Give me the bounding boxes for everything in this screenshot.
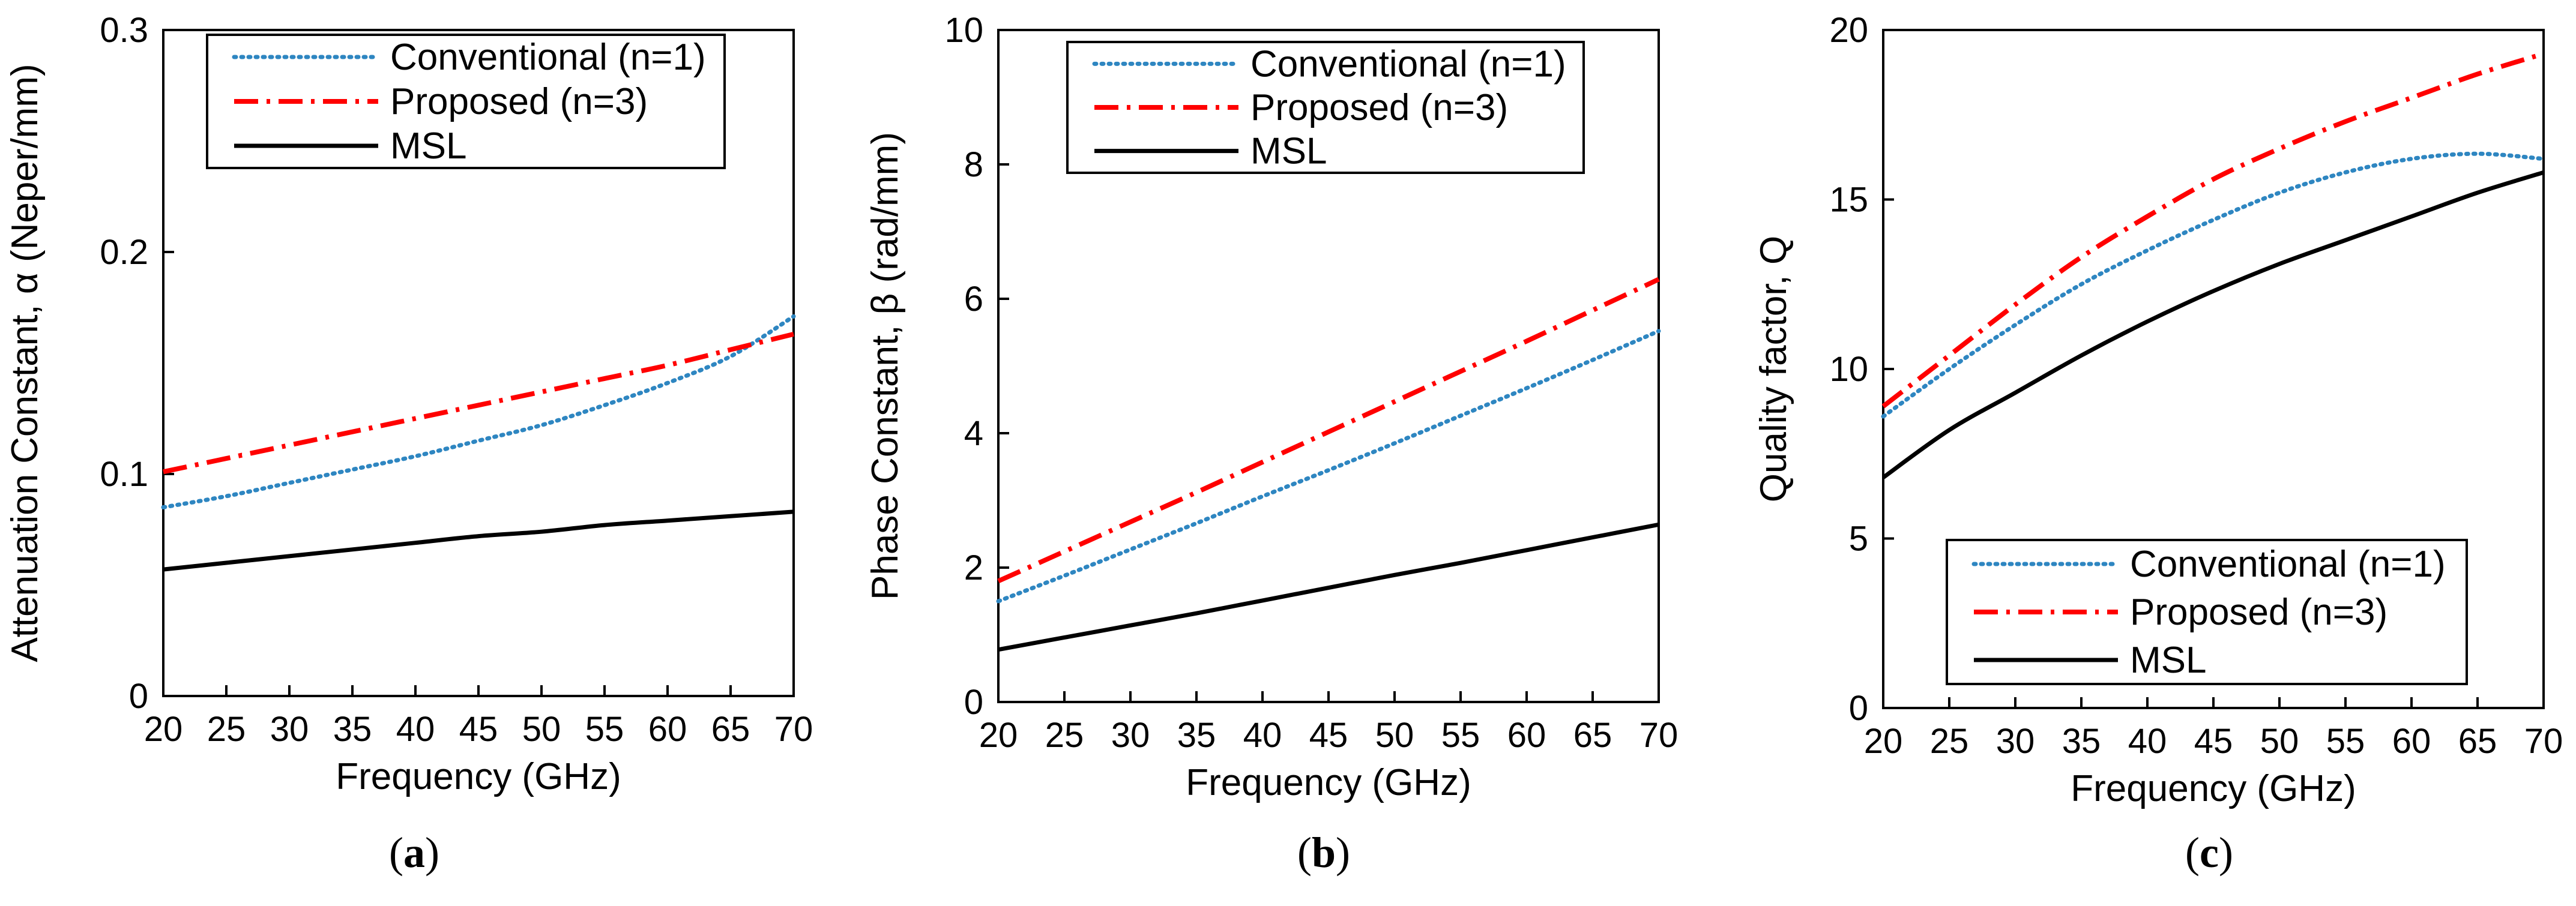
legend-label-3: MSL [1250, 131, 1327, 172]
x-tick-label: 45 [2194, 722, 2233, 761]
y-tick-label: 0 [129, 677, 148, 716]
legend-label-2: Proposed (n=3) [1250, 87, 1508, 128]
panel-caption: (c) [2185, 829, 2233, 877]
y-axis-label: Quality factor, Q [1753, 236, 1794, 503]
caption-letter: b [1312, 829, 1336, 877]
y-tick-label: 0.2 [100, 233, 148, 272]
caption-letter: c [2200, 829, 2219, 877]
y-tick-label: 5 [1849, 520, 1868, 559]
y-tick-label: 4 [964, 414, 983, 453]
x-tick-label: 55 [1441, 716, 1480, 755]
series-line-1 [161, 314, 796, 509]
legend: Conventional (n=1)Proposed (n=3)MSL [1066, 41, 1585, 174]
x-tick-label: 35 [333, 710, 372, 749]
x-tick-label: 30 [1111, 716, 1150, 755]
y-tick-label: 2 [964, 548, 983, 587]
series-line-1 [996, 329, 1661, 604]
x-tick-label: 20 [979, 716, 1018, 755]
caption-open: ( [2185, 829, 2200, 877]
y-tick-label: 0 [1849, 689, 1868, 728]
y-tick-label: 0 [964, 683, 983, 722]
y-axis-label: Phase Constant, β (rad/mm) [864, 132, 906, 600]
x-tick-label: 45 [459, 710, 498, 749]
x-tick-label: 55 [585, 710, 624, 749]
x-axis-label: Frequency (GHz) [2071, 768, 2356, 809]
panel-caption: (b) [1297, 829, 1350, 877]
legend-label-3: MSL [2130, 640, 2206, 681]
caption-close: ) [2219, 829, 2233, 877]
x-tick-label: 70 [1639, 716, 1679, 755]
y-tick-label: 10 [944, 11, 983, 50]
x-tick-label: 25 [1930, 722, 1969, 761]
x-tick-label: 65 [711, 710, 750, 749]
x-tick-label: 50 [522, 710, 561, 749]
x-axis-label: Frequency (GHz) [1186, 762, 1471, 803]
y-tick-label: 0.1 [100, 455, 148, 494]
caption-close: ) [1336, 829, 1350, 877]
x-tick-label: 60 [2392, 722, 2431, 761]
x-tick-label: 50 [2260, 722, 2299, 761]
panel-b: 20 25 30 35 40 45 50 55 60 65 70 0 2 4 6 8 10 Frequency (… [864, 11, 1678, 877]
x-tick-label: 65 [2458, 722, 2497, 761]
y-tick-label: 6 [964, 280, 983, 319]
x-axis-label: Frequency (GHz) [336, 756, 621, 797]
legend-label-1: Conventional (n=1) [2130, 544, 2446, 585]
x-tick-label: 20 [144, 710, 183, 749]
x-tick-label: 30 [1996, 722, 2035, 761]
series-line-2 [997, 277, 1660, 584]
x-tick-label: 45 [1309, 716, 1348, 755]
x-tick-label: 50 [1375, 716, 1414, 755]
legend-label-2: Proposed (n=3) [2130, 592, 2387, 633]
legend-label-2: Proposed (n=3) [390, 81, 648, 122]
caption-open: ( [1297, 829, 1312, 877]
panel-caption: (a) [389, 829, 439, 877]
caption-letter: a [403, 829, 425, 877]
series-line-3 [998, 522, 1659, 652]
x-tick-label: 70 [774, 710, 813, 749]
legend-label-1: Conventional (n=1) [390, 37, 706, 78]
y-tick-label: 15 [1829, 181, 1868, 220]
x-tick-label: 35 [2062, 722, 2101, 761]
y-tick-label: 8 [964, 145, 983, 184]
x-tick-label: 30 [270, 710, 309, 749]
x-tick-label: 60 [648, 710, 687, 749]
series-line-3 [163, 509, 794, 572]
x-tick-label: 65 [1573, 716, 1612, 755]
x-tick-label: 20 [1864, 722, 1903, 761]
x-tick-label: 40 [2128, 722, 2167, 761]
panel-c: 20 25 30 35 40 45 50 55 60 65 70 0 5 10 15 20 Frequency … [1753, 11, 2563, 877]
x-tick-label: 55 [2326, 722, 2365, 761]
panel-a: 20 25 30 35 40 45 50 55 60 65 70 0 0.1 0.2 0.3 Frequenc… [4, 11, 813, 877]
series-line-3 [1881, 170, 2545, 479]
legend-label-3: MSL [390, 125, 466, 167]
x-tick-label: 70 [2524, 722, 2563, 761]
y-axis-label: Attenuation Constant, α (Neper/mm) [4, 64, 46, 662]
legend: Conventional (n=1)Proposed (n=3)MSL [206, 34, 726, 169]
y-tick-label: 0.3 [100, 11, 148, 50]
x-tick-label: 40 [396, 710, 435, 749]
y-tick-label: 10 [1829, 350, 1868, 389]
caption-open: ( [389, 829, 403, 877]
legend-label-1: Conventional (n=1) [1250, 43, 1566, 85]
x-tick-label: 40 [1243, 716, 1282, 755]
x-tick-label: 60 [1507, 716, 1546, 755]
series-line-1 [1881, 151, 2546, 419]
series-line-2 [1881, 51, 2545, 409]
y-tick-label: 20 [1829, 11, 1868, 50]
caption-close: ) [425, 829, 439, 877]
series-line-2 [163, 332, 794, 475]
x-tick-label: 35 [1177, 716, 1216, 755]
x-tick-label: 25 [1045, 716, 1084, 755]
legend: Conventional (n=1) Proposed (n=3) MSL [1946, 539, 2468, 685]
x-tick-label: 25 [207, 710, 246, 749]
